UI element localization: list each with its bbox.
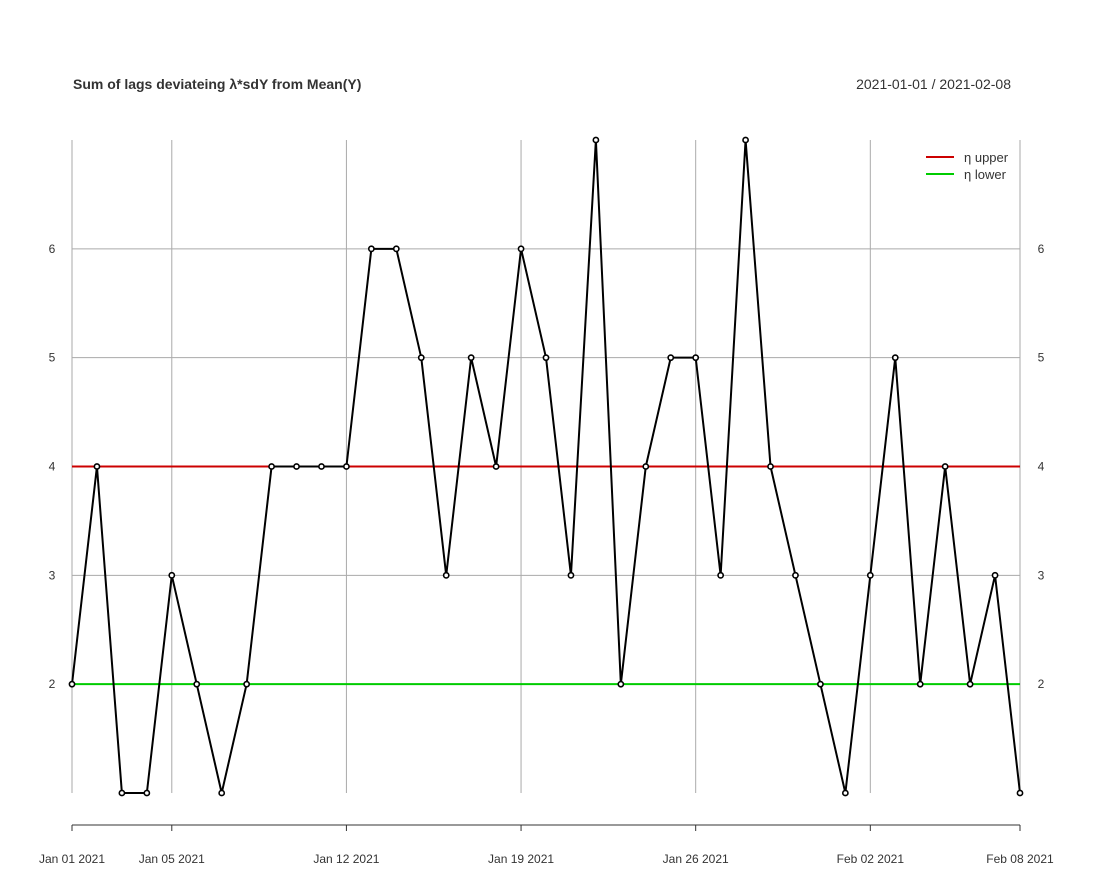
data-point bbox=[467, 354, 475, 362]
data-point bbox=[667, 354, 675, 362]
data-point bbox=[767, 463, 774, 470]
data-point bbox=[392, 245, 400, 253]
data-point bbox=[193, 680, 201, 688]
data-point bbox=[492, 463, 500, 470]
data-point bbox=[318, 463, 325, 470]
y-tick-label-left: 5 bbox=[49, 351, 56, 365]
x-tick-label: Jan 01 2021 bbox=[39, 852, 105, 866]
data-point bbox=[143, 789, 151, 797]
data-point bbox=[592, 136, 600, 144]
data-point bbox=[168, 571, 176, 579]
x-tick-label: Jan 05 2021 bbox=[139, 852, 205, 866]
data-points bbox=[68, 136, 1024, 797]
data-point bbox=[692, 354, 700, 362]
x-tick-label: Jan 26 2021 bbox=[663, 852, 729, 866]
data-point bbox=[93, 463, 101, 470]
data-point bbox=[417, 354, 425, 362]
data-point bbox=[343, 463, 350, 470]
data-point bbox=[567, 571, 575, 579]
data-point bbox=[841, 789, 849, 797]
legend-label: η upper bbox=[964, 150, 1009, 165]
date-range-label: 2021-01-01 / 2021-02-08 bbox=[856, 76, 1011, 92]
data-point bbox=[517, 245, 525, 253]
data-point bbox=[642, 463, 650, 470]
y-tick-label-right: 2 bbox=[1038, 677, 1045, 691]
x-tick-label: Feb 08 2021 bbox=[986, 852, 1054, 866]
data-point bbox=[268, 463, 275, 470]
data-point bbox=[617, 680, 625, 688]
y-tick-label-left: 6 bbox=[49, 242, 56, 256]
data-point bbox=[717, 571, 725, 579]
data-point bbox=[68, 680, 76, 688]
x-tick-label: Jan 12 2021 bbox=[313, 852, 379, 866]
data-point bbox=[817, 680, 824, 688]
data-point bbox=[118, 789, 126, 797]
data-point bbox=[367, 245, 375, 253]
data-point bbox=[916, 680, 924, 688]
threshold-lines bbox=[72, 465, 1020, 686]
data-point bbox=[991, 571, 999, 579]
data-point bbox=[218, 789, 226, 797]
data-point bbox=[941, 463, 949, 470]
y-tick-label-left: 4 bbox=[49, 460, 56, 474]
y-axis: 2 2 3 3 4 4 5 5 6 6 bbox=[49, 242, 1045, 691]
data-point bbox=[742, 136, 749, 144]
y-tick-label-right: 5 bbox=[1038, 351, 1045, 365]
y-tick-label-right: 4 bbox=[1038, 460, 1045, 474]
data-point bbox=[866, 571, 874, 579]
y-tick-label-right: 3 bbox=[1038, 568, 1045, 582]
x-tick-label: Feb 02 2021 bbox=[837, 852, 905, 866]
chart-title: Sum of lags deviateing λ*sdY from Mean(Y… bbox=[73, 76, 362, 92]
data-point bbox=[891, 354, 899, 362]
x-axis: Jan 01 2021 Jan 05 2021 Jan 12 2021 Jan 19 … bbox=[39, 824, 1054, 866]
data-point bbox=[442, 571, 450, 579]
x-tick-label: Jan 19 2021 bbox=[488, 852, 554, 866]
y-tick-label-left: 3 bbox=[49, 568, 56, 582]
legend-label: η lower bbox=[964, 167, 1007, 182]
data-point bbox=[966, 680, 974, 688]
legend: η upper η lower bbox=[926, 150, 1009, 182]
y-tick-label-right: 6 bbox=[1038, 242, 1045, 256]
data-point bbox=[1016, 789, 1024, 797]
data-point bbox=[542, 354, 550, 362]
y-tick-label-left: 2 bbox=[49, 677, 56, 691]
data-point bbox=[792, 571, 799, 579]
data-point bbox=[293, 463, 300, 470]
data-point bbox=[243, 680, 251, 688]
